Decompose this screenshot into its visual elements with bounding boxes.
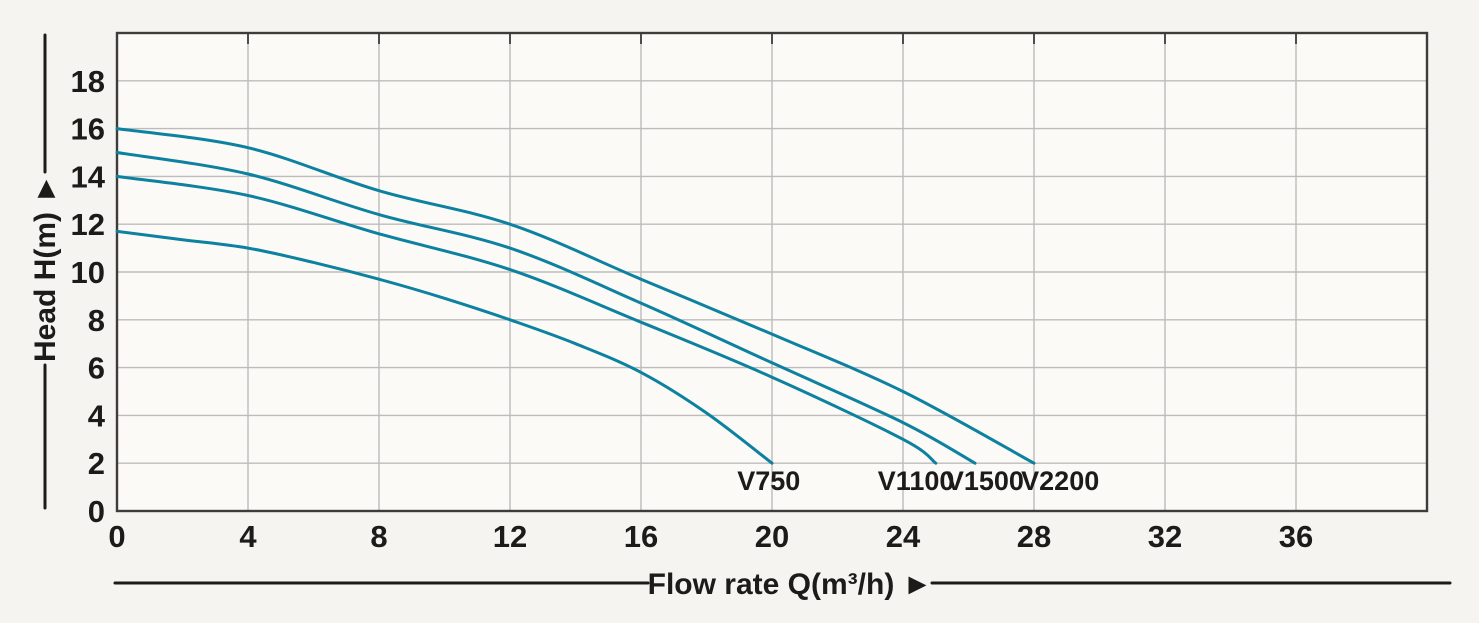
x-axis-title: Flow rate Q(m³/h) ► [648,568,933,601]
y-tick-label-10: 10 [71,255,105,290]
x-tick-label-20: 20 [755,519,789,554]
x-tick-label-8: 8 [370,519,387,554]
y-tick-label-18: 18 [71,64,105,99]
curve-V2200 [115,127,1036,465]
curve-label-V2200: V2200 [1021,466,1099,496]
y-axis-title: Head H(m) ► [29,174,62,362]
curve-V1100 [115,174,938,465]
x-tick-label-0: 0 [108,519,125,554]
x-tick-label-28: 28 [1017,519,1051,554]
curve-label-V1500: V1500 [946,466,1024,496]
y-tick-label-0: 0 [88,494,105,529]
x-tick-label-32: 32 [1148,519,1182,554]
y-tick-label-2: 2 [88,446,105,481]
x-tick-label-16: 16 [624,519,658,554]
x-tick-label-12: 12 [493,519,527,554]
curve-V1500 [115,151,977,465]
curve-V750 [115,229,774,465]
x-tick-label-36: 36 [1279,519,1313,554]
y-tick-label-6: 6 [88,351,105,386]
x-tick-label-4: 4 [239,519,257,554]
y-tick-label-16: 16 [71,112,105,147]
curve-label-V750: V750 [737,466,800,496]
curve-label-V1100: V1100 [878,466,955,496]
y-tick-label-8: 8 [88,303,105,338]
x-tick-label-24: 24 [886,519,921,554]
y-tick-label-14: 14 [71,159,106,194]
y-tick-label-4: 4 [88,398,106,433]
y-tick-label-12: 12 [71,207,105,242]
